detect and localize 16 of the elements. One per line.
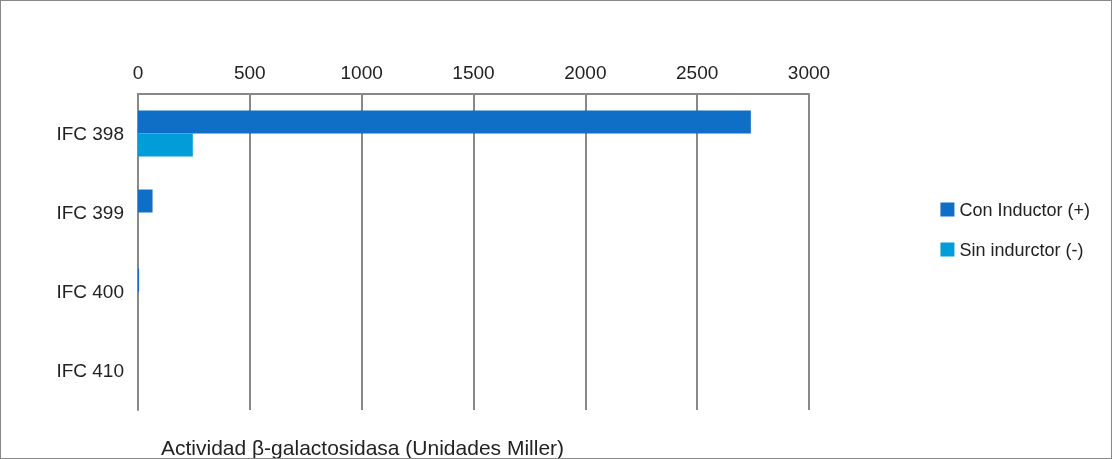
- legend-label: Sin indurctor (-): [959, 239, 1084, 260]
- y-tick-label: IFC 399: [56, 202, 124, 223]
- x-tick-label: 1500: [452, 62, 495, 83]
- y-tick-label: IFC 400: [56, 281, 124, 302]
- bar: [138, 189, 153, 213]
- x-tick-label: 1000: [340, 62, 383, 83]
- x-tick-label: 2500: [676, 62, 719, 83]
- x-tick-label: 3000: [787, 62, 831, 83]
- x-tick-label: 500: [233, 62, 266, 83]
- y-tick-label: IFC 410: [56, 360, 124, 381]
- bar: [138, 110, 751, 134]
- x-tick-label: 2000: [564, 62, 607, 83]
- y-tick-label: IFC 398: [56, 123, 124, 144]
- x-tick-label: 0: [132, 62, 144, 83]
- bar: [138, 133, 193, 157]
- legend-label: Con Inductor (+): [959, 199, 1090, 220]
